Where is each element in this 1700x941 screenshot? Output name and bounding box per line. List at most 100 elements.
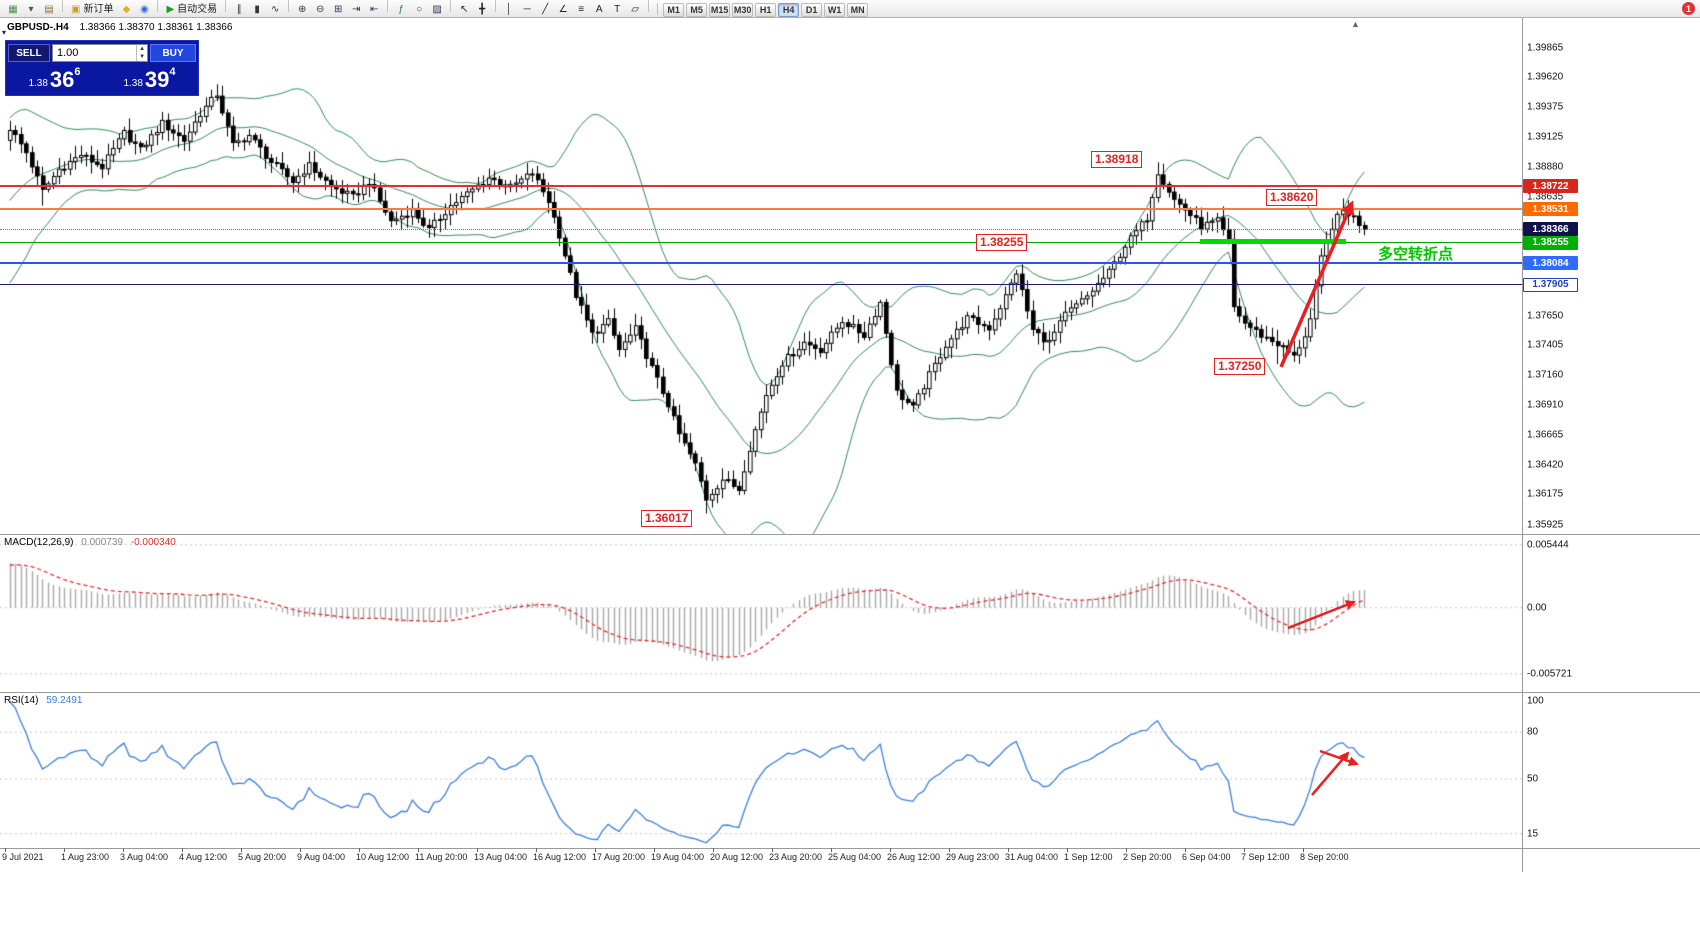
label-tool-button[interactable]: T [609, 3, 625, 18]
horizontal-level-line[interactable] [0, 242, 1522, 244]
volume-field[interactable]: ▲ ▼ [52, 44, 148, 62]
macd-signal-value: -0.000340 [130, 537, 176, 548]
rsi-panel-splitter[interactable] [0, 692, 1700, 693]
rsi-axis-label: 80 [1527, 726, 1539, 738]
shapes-tool-button[interactable]: ▱ [627, 3, 643, 18]
macd-panel-splitter[interactable] [0, 534, 1700, 535]
timeframe-m5-button[interactable]: M5 [686, 2, 708, 17]
tile-windows-button[interactable]: ⊞ [330, 3, 346, 18]
chart-title: GBPUSD-.H4 1.38366 1.38370 1.38361 1.383… [7, 22, 232, 33]
trendline-tool-button[interactable]: ╱ [537, 3, 553, 18]
buy-price[interactable]: 1.38 39 4 [103, 65, 196, 93]
indicators-button[interactable]: ƒ [393, 3, 409, 18]
new-chart-caret[interactable]: ▾ [23, 3, 39, 18]
text-tool-icon: A [595, 4, 603, 16]
spin-up-icon[interactable]: ▲ [139, 46, 146, 52]
price-badge: 1.38084 [1523, 256, 1578, 271]
time-axis-label: 31 Aug 04:00 [1005, 852, 1059, 862]
macd-name: MACD(12,26,9) [4, 537, 74, 548]
buy-price-prefix: 1.38 [123, 78, 143, 89]
price-axis-label: 1.39620 [1527, 71, 1564, 83]
time-axis-tick [300, 848, 301, 852]
volume-spinner[interactable]: ▲ ▼ [136, 45, 147, 61]
zoom-out-button[interactable]: ⊖ [312, 3, 328, 18]
auto-scroll-button[interactable]: ⇥ [348, 3, 364, 18]
channel-tool-button[interactable]: ∠ [555, 3, 571, 18]
price-callout: 1.37250 [1214, 358, 1266, 375]
new-order-button[interactable]: ▣ 新订单 [68, 3, 116, 18]
text-tool-button[interactable]: A [591, 3, 607, 18]
favorites-button[interactable]: ◆ [118, 3, 134, 18]
crosshair-tool-button[interactable]: ╋ [474, 3, 490, 18]
line-mode-button[interactable]: ∿ [267, 3, 283, 18]
sell-price[interactable]: 1.38 36 6 [8, 65, 101, 93]
time-axis-tick [123, 848, 124, 852]
line-mode-icon: ∿ [270, 4, 280, 16]
fibonacci-tool-button[interactable]: ≡ [573, 3, 589, 18]
one-click-collapse-icon[interactable]: ▾ [2, 28, 7, 37]
price-axis-label: 1.35925 [1527, 519, 1564, 531]
macd-label: MACD(12,26,9) 0.000739 -0.000340 [4, 537, 176, 548]
new-chart-button[interactable]: ▦ [5, 3, 21, 18]
rsi-value: 59.2491 [46, 695, 83, 706]
toolbar-separator [450, 0, 452, 13]
candles-mode-button[interactable]: ▮ [249, 3, 265, 18]
price-axis-label: 1.39125 [1527, 131, 1564, 143]
spin-down-icon[interactable]: ▼ [139, 54, 146, 60]
vline-tool-button[interactable]: │ [501, 3, 517, 18]
timeframe-w1-button[interactable]: W1 [824, 2, 846, 17]
cursor-tool-button[interactable]: ↖ [456, 3, 472, 18]
toolbar-separator [157, 0, 159, 13]
price-axis-label: 1.38635 [1527, 191, 1564, 203]
price-axis-line[interactable] [1522, 18, 1523, 872]
new-order-icon: ▣ [71, 4, 81, 16]
time-axis-label: 17 Aug 20:00 [592, 852, 646, 862]
market-watch-button[interactable]: ◉ [136, 3, 152, 18]
buy-price-pipette: 4 [169, 66, 176, 78]
price-badge: 1.38531 [1523, 202, 1578, 217]
periods-button[interactable]: ○ [411, 3, 427, 18]
horizontal-level-line[interactable] [0, 262, 1522, 265]
toolbar-separator [288, 0, 290, 13]
new-chart-caret-icon: ▾ [28, 4, 34, 16]
zoom-in-button[interactable]: ⊕ [294, 3, 310, 18]
buy-price-big: 39 [144, 67, 170, 92]
price-badge: 1.37905 [1523, 277, 1578, 292]
price-axis-label: 1.36665 [1527, 429, 1564, 441]
hline-tool-button[interactable]: ─ [519, 3, 535, 18]
notification-badge[interactable]: 1 [1682, 2, 1695, 15]
timeframe-m1-button[interactable]: M1 [663, 2, 685, 17]
buy-button[interactable]: BUY [150, 44, 196, 62]
horizontal-level-line[interactable] [0, 284, 1522, 286]
templates-button[interactable]: ▨ [429, 3, 445, 18]
horizontal-level-line[interactable] [0, 208, 1522, 211]
profiles-button[interactable]: ▤ [41, 3, 57, 18]
timeframe-m30-button[interactable]: M30 [732, 2, 754, 17]
timeframe-d1-button[interactable]: D1 [801, 2, 823, 17]
timeframe-h4-button[interactable]: H4 [778, 2, 800, 17]
volume-input[interactable] [53, 47, 137, 59]
price-chart-canvas[interactable] [0, 18, 1522, 848]
price-badge: 1.38366 [1523, 222, 1578, 237]
autotrading-button[interactable]: ▶ 自动交易 [163, 3, 220, 18]
time-axis-label: 3 Aug 04:00 [120, 852, 169, 862]
horizontal-level-line[interactable] [0, 185, 1522, 188]
macd-axis-label: -0.005721 [1527, 668, 1573, 680]
time-axis-label: 13 Aug 04:00 [474, 852, 528, 862]
time-axis-tick [654, 848, 655, 852]
label-tool-icon: T [614, 4, 621, 16]
current-price-line [0, 229, 1522, 231]
chart-shift-button[interactable]: ⇤ [366, 3, 382, 18]
time-axis-label: 11 Aug 20:00 [415, 852, 468, 862]
price-callout: 1.36017 [641, 510, 693, 527]
bars-mode-button[interactable]: ∥ [231, 3, 247, 18]
timeframe-h1-button[interactable]: H1 [755, 2, 777, 17]
price-callout: 1.38620 [1266, 189, 1318, 206]
sell-price-pipette: 6 [74, 66, 81, 78]
timeframe-mn-button[interactable]: MN [847, 2, 869, 17]
time-axis-tick [182, 848, 183, 852]
new-order-button-label: 新订单 [83, 4, 114, 16]
timeframe-m15-button[interactable]: M15 [709, 2, 731, 17]
sell-button[interactable]: SELL [8, 44, 50, 62]
time-axis-label: 20 Aug 12:00 [710, 852, 764, 862]
